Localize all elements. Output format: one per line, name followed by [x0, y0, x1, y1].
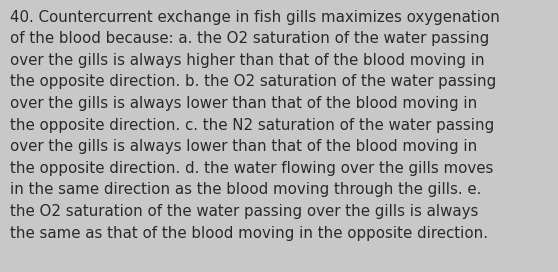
Text: 40. Countercurrent exchange in fish gills maximizes oxygenation
of the blood bec: 40. Countercurrent exchange in fish gill…: [10, 10, 500, 240]
